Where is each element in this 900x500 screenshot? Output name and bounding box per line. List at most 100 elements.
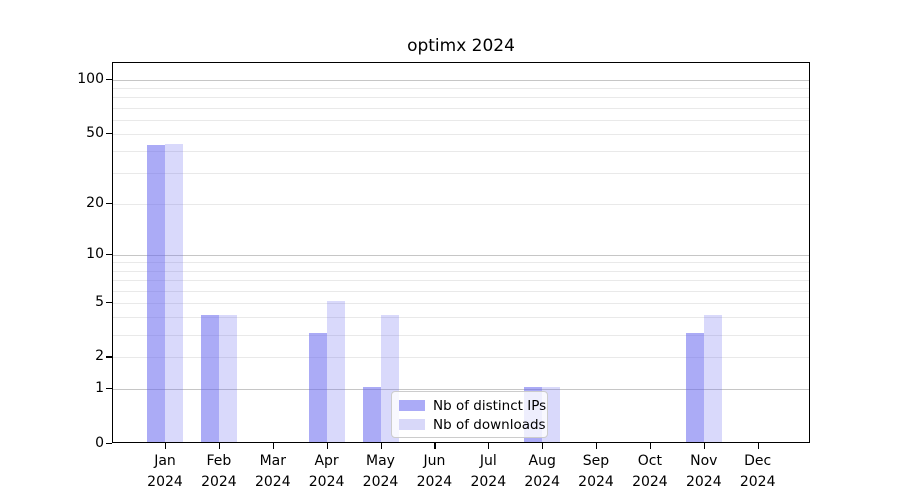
x-tick-year: 2024 xyxy=(147,474,183,490)
legend-entry-downloads: Nb of downloads xyxy=(399,417,546,433)
x-tick-mark-may xyxy=(380,443,382,449)
x-tick-year: 2024 xyxy=(578,474,614,490)
gridline-minor-8 xyxy=(113,270,809,272)
x-tick-year: 2024 xyxy=(632,474,668,490)
x-tick-mark-mar xyxy=(272,443,274,449)
x-tick-mark-sep xyxy=(596,443,598,449)
x-tick-month: Jan xyxy=(154,453,176,469)
bar-downloads-jan xyxy=(165,143,183,442)
y-tick-label-5: 5 xyxy=(95,293,104,310)
bar-distinct-ips-nov xyxy=(685,332,704,442)
bar-distinct-ips-may xyxy=(362,387,381,442)
x-tick-year: 2024 xyxy=(201,474,237,490)
gridline-minor-6 xyxy=(113,290,809,292)
y-tick-label-1: 1 xyxy=(95,380,104,397)
gridline-major-100 xyxy=(113,80,809,81)
x-tick-month: Oct xyxy=(637,453,662,469)
gridline-major-1 xyxy=(113,389,809,391)
legend: Nb of distinct IPs Nb of downloads xyxy=(391,391,548,438)
y-tick-label-100: 100 xyxy=(77,71,104,87)
gridline-minor-50 xyxy=(113,133,809,135)
gridline-minor-3 xyxy=(113,334,809,336)
y-tick-label-50: 50 xyxy=(86,124,104,141)
bar-distinct-ips-feb xyxy=(200,315,219,442)
x-tick-year: 2024 xyxy=(308,474,345,490)
gridline-minor-40 xyxy=(113,151,809,153)
gridline-minor-2 xyxy=(113,357,809,359)
x-tick-label-jul: Jul 2024 xyxy=(443,451,533,493)
y-tick-mark-2 xyxy=(106,356,112,358)
x-tick-year: 2024 xyxy=(685,474,722,490)
y-tick-label-0: 0 xyxy=(95,435,104,451)
gridline-minor-60 xyxy=(113,119,809,121)
gridline-minor-80 xyxy=(113,97,809,99)
x-tick-label-may: May 2024 xyxy=(336,451,426,493)
y-tick-label-20: 20 xyxy=(86,194,104,211)
legend-label-downloads: Nb of downloads xyxy=(433,416,546,433)
x-tick-label-sep: Sep 2024 xyxy=(551,451,641,493)
gridline-minor-4 xyxy=(113,317,809,319)
bar-downloads-feb xyxy=(218,315,237,442)
x-tick-mark-oct xyxy=(649,443,652,449)
y-tick-mark-10 xyxy=(106,253,112,256)
x-tick-year: 2024 xyxy=(470,474,507,490)
bar-distinct-ips-jan xyxy=(147,145,165,442)
x-tick-mark-feb xyxy=(218,443,221,449)
bar-distinct-ips-apr xyxy=(308,332,327,442)
gridline-minor-20 xyxy=(113,203,809,205)
x-tick-mark-jan xyxy=(165,443,167,449)
x-tick-month: Jun xyxy=(423,453,446,469)
x-tick-label-jun: Jun 2024 xyxy=(389,451,479,493)
y-tick-mark-20 xyxy=(106,202,112,205)
y-tick-label-10: 10 xyxy=(86,245,104,262)
gridline-minor-30 xyxy=(113,173,809,175)
x-tick-month: Aug xyxy=(528,453,556,469)
x-tick-label-oct: Oct 2024 xyxy=(605,451,695,493)
x-tick-mark-apr xyxy=(326,443,328,449)
gridline-major-10 xyxy=(113,254,809,256)
gridline-minor-9 xyxy=(113,262,809,264)
x-tick-month: Feb xyxy=(206,453,232,469)
x-tick-year: 2024 xyxy=(416,474,453,490)
x-tick-year: 2024 xyxy=(362,474,399,490)
bar-downloads-apr xyxy=(326,300,345,442)
legend-entry-distinct-ips: Nb of distinct IPs xyxy=(399,398,546,414)
x-tick-month: Apr xyxy=(314,453,339,469)
x-tick-year: 2024 xyxy=(739,474,776,490)
x-tick-label-mar: Mar 2024 xyxy=(228,451,318,493)
y-tick-mark-100 xyxy=(106,79,112,81)
x-tick-mark-jul xyxy=(488,443,490,449)
x-tick-mark-jun xyxy=(434,443,436,449)
x-tick-label-feb: Feb 2024 xyxy=(174,451,264,493)
gridline-minor-90 xyxy=(113,88,809,90)
x-tick-month: Jul xyxy=(479,453,497,469)
x-tick-month: Nov xyxy=(690,453,718,469)
x-tick-month: Mar xyxy=(259,453,286,469)
y-tick-mark-0 xyxy=(106,443,112,445)
x-tick-year: 2024 xyxy=(524,474,560,490)
legend-swatch-downloads xyxy=(399,419,425,430)
y-tick-mark-1 xyxy=(106,388,112,390)
legend-label-distinct-ips: Nb of distinct IPs xyxy=(433,397,547,414)
bar-downloads-nov xyxy=(703,315,722,442)
chart-title: optimx 2024 xyxy=(407,36,515,56)
x-tick-month: Dec xyxy=(744,453,772,469)
gridline-minor-7 xyxy=(113,280,809,281)
y-tick-mark-50 xyxy=(106,132,112,135)
y-tick-mark-5 xyxy=(106,301,112,303)
x-tick-mark-dec xyxy=(757,443,759,449)
x-tick-month: Sep xyxy=(582,453,610,469)
x-tick-year: 2024 xyxy=(254,474,291,490)
x-tick-mark-aug xyxy=(542,443,544,449)
x-tick-label-aug: Aug 2024 xyxy=(497,451,587,493)
plot-area: Nb of distinct IPs Nb of downloads xyxy=(112,62,810,443)
x-tick-month: May xyxy=(366,453,395,469)
x-tick-label-jan: Jan 2024 xyxy=(120,451,210,493)
gridline-minor-70 xyxy=(113,107,809,109)
legend-swatch-distinct-ips xyxy=(399,400,425,411)
x-tick-mark-nov xyxy=(703,443,705,449)
x-tick-label-apr: Apr 2024 xyxy=(282,451,372,493)
y-tick-label-2: 2 xyxy=(95,348,104,365)
gridline-minor-5 xyxy=(113,302,809,304)
